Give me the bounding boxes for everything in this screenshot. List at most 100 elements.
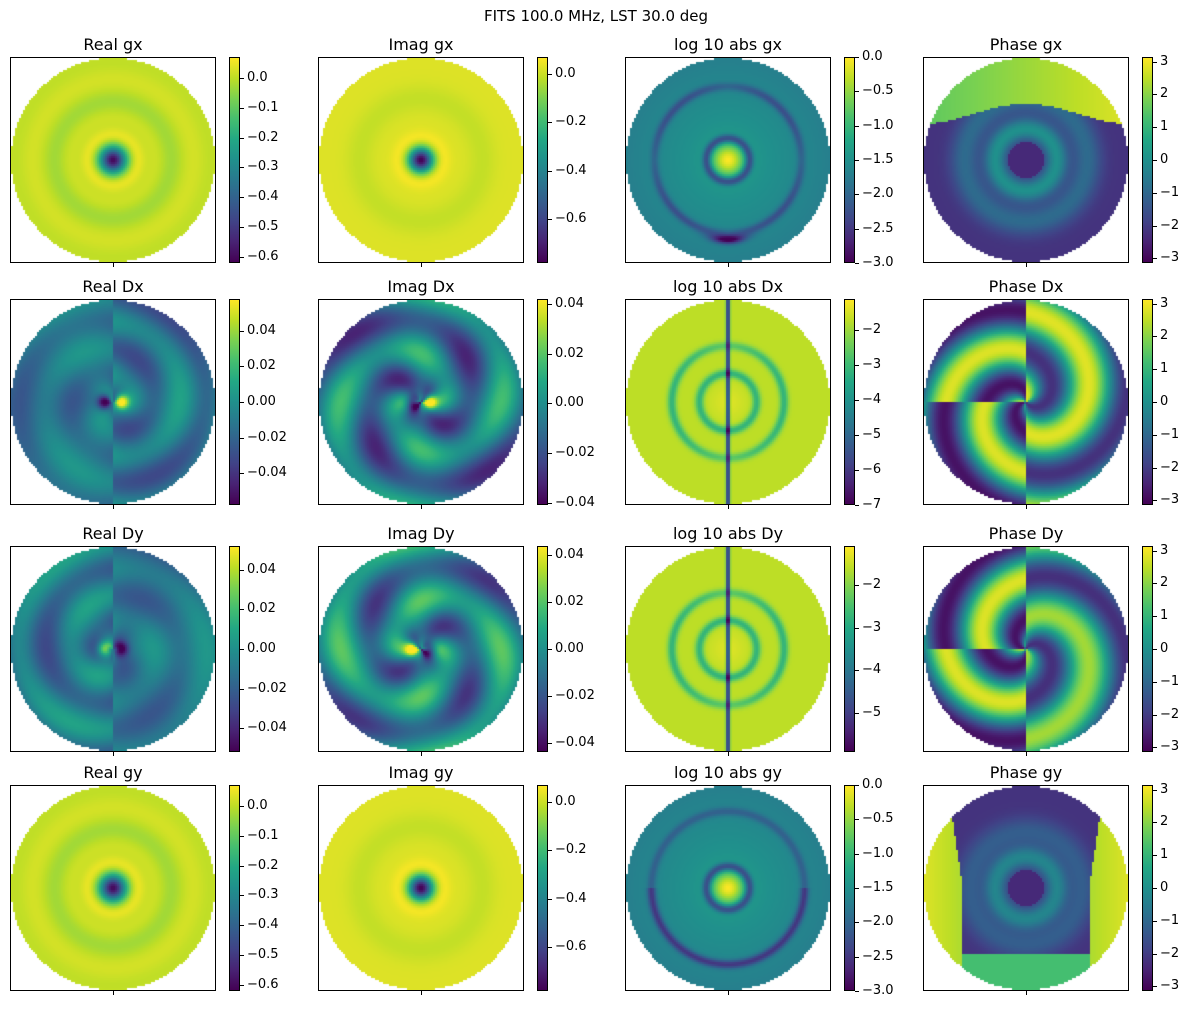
colorbar-tick-label: 0.04 xyxy=(247,562,276,577)
colorbar-tick-mark xyxy=(548,555,552,556)
colorbar-tick-label: 0.02 xyxy=(555,594,584,609)
colorbar-tick-label: −0.2 xyxy=(555,842,587,857)
colorbar-tick-mark xyxy=(548,899,552,900)
colorbar-tick-mark xyxy=(548,171,552,172)
colorbar-tick-mark xyxy=(855,888,859,889)
colorbar-tick-label: −3 xyxy=(862,620,882,635)
colorbar-tick-mark xyxy=(1153,226,1157,227)
colorbar-tick-mark xyxy=(855,628,859,629)
heatmap-image xyxy=(626,300,830,504)
colorbar-tick-label: −2 xyxy=(862,322,882,337)
colorbar-tick-label: −0.04 xyxy=(247,465,287,480)
colorbar-tick-label: −5 xyxy=(862,705,882,720)
colorbar-tick-label: −0.5 xyxy=(247,947,279,962)
colorbar-tick-label: −0.3 xyxy=(247,887,279,902)
colorbar-tick-mark xyxy=(855,713,859,714)
colorbar-tick-label: −5 xyxy=(862,427,882,442)
colorbar xyxy=(537,546,548,752)
colorbar-tick-mark xyxy=(548,947,552,948)
colorbar-tick-label: −0.6 xyxy=(555,211,587,226)
panel-title: Real gx xyxy=(83,35,143,54)
colorbar-tick-label: 0 xyxy=(1160,152,1169,167)
colorbar-tick-label: −2 xyxy=(1160,707,1180,722)
colorbar xyxy=(229,785,240,991)
colorbar-tick-mark xyxy=(240,473,244,474)
colorbar-tick-mark xyxy=(1153,304,1157,305)
colorbar-tick-label: −6 xyxy=(862,462,882,477)
colorbar-tick-label: −0.3 xyxy=(247,159,279,174)
colorbar-tick-label: 0.00 xyxy=(247,394,276,409)
panel-title: Phase gy xyxy=(989,763,1063,782)
colorbar-tick-mark xyxy=(240,925,244,926)
colorbar-tick-mark xyxy=(1153,822,1157,823)
colorbar-tick-label: −3 xyxy=(862,357,882,372)
colorbar-tick-label: 0.00 xyxy=(555,395,584,410)
colorbar-tick-label: −2.5 xyxy=(862,949,894,964)
colorbar-tick-mark xyxy=(240,836,244,837)
colorbar-tick-mark xyxy=(548,743,552,744)
colorbar-tick-mark xyxy=(240,649,244,650)
heatmap-axes xyxy=(10,785,216,991)
colorbar-tick-label: −0.5 xyxy=(862,83,894,98)
heatmap-axes xyxy=(625,299,831,505)
colorbar-tick-mark xyxy=(1153,986,1157,987)
colorbar-tick-label: −0.1 xyxy=(247,828,279,843)
heatmap-image xyxy=(11,58,215,262)
colorbar-tick-label: −0.4 xyxy=(247,917,279,932)
colorbar-tick-mark xyxy=(855,400,859,401)
colorbar-tick-mark xyxy=(1153,336,1157,337)
heatmap-image xyxy=(924,58,1128,262)
colorbar-tick-mark xyxy=(1153,649,1157,650)
colorbar-tick-mark xyxy=(548,122,552,123)
colorbar-tick-label: 0.04 xyxy=(555,547,584,562)
colorbar-tick-mark xyxy=(240,689,244,690)
heatmap-image xyxy=(319,786,523,990)
colorbar-tick-mark xyxy=(855,126,859,127)
colorbar-tick-label: −2 xyxy=(862,577,882,592)
colorbar-tick-mark xyxy=(1153,258,1157,259)
panel-title: Phase Dy xyxy=(988,524,1064,543)
colorbar-tick-mark xyxy=(548,74,552,75)
colorbar-tick-mark xyxy=(1153,402,1157,403)
colorbar-tick-label: −0.2 xyxy=(247,130,279,145)
heatmap-axes xyxy=(923,299,1129,505)
colorbar-tick-mark xyxy=(240,438,244,439)
colorbar-tick-label: 0.04 xyxy=(247,323,276,338)
colorbar-tick-mark xyxy=(1153,551,1157,552)
colorbar-tick-label: −2 xyxy=(1160,946,1180,961)
colorbar-tick-mark xyxy=(855,91,859,92)
colorbar-tick-mark xyxy=(548,403,552,404)
heatmap-axes xyxy=(625,785,831,991)
colorbar xyxy=(844,785,855,991)
x-tick-mark xyxy=(1026,263,1027,267)
colorbar-tick-mark xyxy=(1153,583,1157,584)
colorbar xyxy=(537,785,548,991)
colorbar-tick-label: 0.0 xyxy=(247,70,268,85)
x-tick-mark xyxy=(728,752,729,756)
colorbar xyxy=(844,546,855,752)
panel-title: log 10 abs gx xyxy=(674,35,782,54)
colorbar-tick-label: −1 xyxy=(1160,185,1180,200)
x-tick-mark xyxy=(421,263,422,267)
colorbar-tick-label: 0.00 xyxy=(247,641,276,656)
colorbar-tick-mark xyxy=(240,985,244,986)
colorbar-tick-mark xyxy=(855,785,859,786)
colorbar-tick-mark xyxy=(240,108,244,109)
colorbar-tick-label: 0.0 xyxy=(555,66,576,81)
colorbar-tick-label: −3 xyxy=(1160,250,1180,265)
colorbar-tick-label: −1.5 xyxy=(862,152,894,167)
colorbar-tick-label: −0.04 xyxy=(555,495,595,510)
heatmap-axes xyxy=(318,299,524,505)
colorbar-tick-label: −0.1 xyxy=(247,100,279,115)
colorbar-tick-label: −1 xyxy=(1160,674,1180,689)
heatmap-image xyxy=(626,786,830,990)
colorbar-tick-mark xyxy=(855,263,859,264)
colorbar-tick-mark xyxy=(1153,94,1157,95)
heatmap-axes xyxy=(923,546,1129,752)
x-tick-mark xyxy=(113,263,114,267)
colorbar-tick-label: −0.5 xyxy=(247,219,279,234)
colorbar-tick-label: −3 xyxy=(1160,739,1180,754)
colorbar-tick-mark xyxy=(855,194,859,195)
x-tick-mark xyxy=(1026,752,1027,756)
colorbar-tick-mark xyxy=(1153,954,1157,955)
